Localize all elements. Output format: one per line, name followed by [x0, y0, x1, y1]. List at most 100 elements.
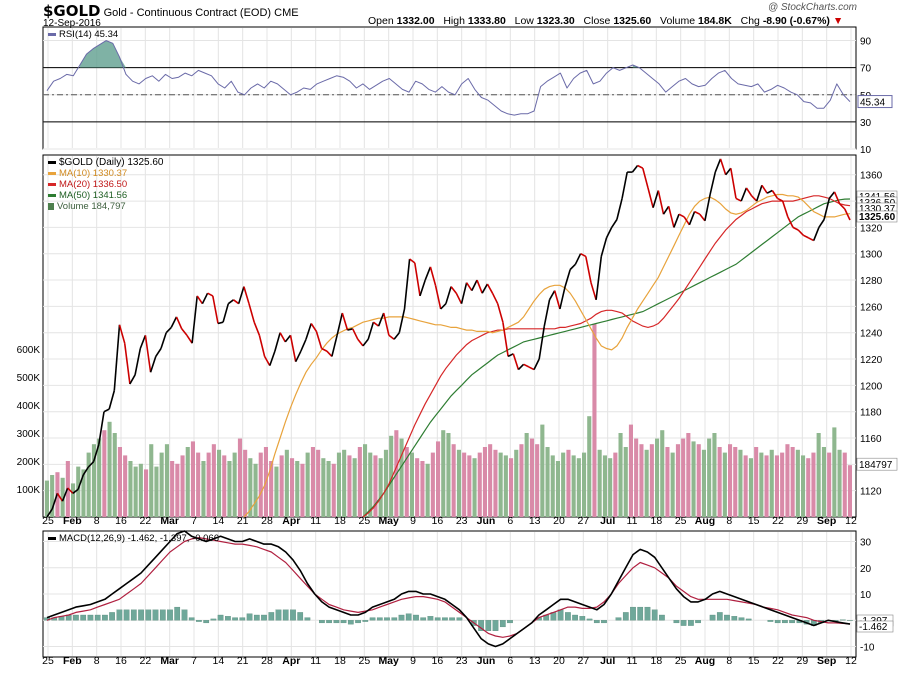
price-segment	[263, 356, 271, 366]
macd-histogram-bar	[413, 614, 419, 621]
x-axis-tick-label: 20	[553, 515, 565, 527]
price-segment	[585, 256, 592, 283]
x-axis-tick-label: 28	[261, 655, 273, 667]
price-segment	[123, 343, 131, 385]
volume-bar	[545, 447, 550, 517]
x-axis-tick-label: May	[378, 655, 399, 667]
price-segment	[160, 332, 167, 349]
x-axis-tick-label: 23	[456, 655, 468, 667]
volume-bar	[681, 438, 686, 517]
price-segment	[258, 335, 266, 357]
volume-bar	[326, 461, 331, 517]
volume-bar	[649, 444, 654, 517]
macd-histogram-bar	[630, 606, 636, 621]
volume-bar	[383, 449, 388, 517]
price-segment	[745, 187, 753, 197]
rsi-swatch-icon	[48, 32, 56, 36]
volume-bar	[686, 433, 691, 517]
volume-bar	[44, 480, 49, 517]
price-segment	[331, 335, 338, 357]
price-segment	[595, 256, 603, 300]
volume-bar	[91, 444, 96, 517]
x-axis-tick-label: Apr	[282, 515, 300, 527]
price-segment	[647, 187, 654, 208]
volume-bar	[827, 452, 832, 517]
price-segment	[201, 292, 209, 305]
volume-bar	[462, 452, 467, 517]
volume-bar	[571, 455, 576, 517]
price-segment	[512, 353, 520, 370]
x-axis-tick-label: 16	[115, 655, 127, 667]
x-axis-tick-label: 11	[627, 515, 638, 527]
volume-bar	[86, 452, 91, 517]
x-axis-tick-label: 29	[796, 515, 808, 527]
macd-histogram-bar	[716, 612, 723, 621]
price-segment	[440, 303, 447, 310]
macd-histogram-bar	[651, 609, 658, 621]
volume-bar	[164, 444, 169, 517]
x-axis-tick-label: 9	[410, 515, 416, 527]
volume-bar	[170, 461, 175, 517]
price-segment	[98, 411, 105, 445]
macd-histogram-bar	[724, 614, 730, 621]
volume-bar	[769, 449, 774, 517]
price-segment	[523, 363, 530, 368]
volume-bar	[816, 433, 821, 517]
volume-bar	[107, 421, 112, 517]
price-segment	[471, 279, 478, 291]
price-segment	[781, 200, 789, 218]
legend-ma10: MA(10) 1330.37	[59, 168, 128, 179]
volume-bar	[211, 444, 216, 517]
volume-y-tick-label: 500K	[17, 373, 41, 384]
price-segment	[367, 321, 375, 340]
volume-bar	[498, 452, 503, 517]
macd-histogram-bar	[333, 620, 340, 624]
volume-bar	[284, 449, 289, 517]
volume-bar	[274, 466, 279, 517]
volume-bar	[566, 449, 571, 517]
price-segment	[694, 210, 701, 215]
rsi-legend: RSI(14) 45.34	[48, 29, 118, 40]
macd-histogram-bar	[405, 613, 412, 621]
x-axis-tick-label: 25	[358, 515, 370, 527]
macd-histogram-bar	[391, 617, 398, 621]
price-segment	[269, 350, 276, 366]
macd-histogram-bar	[225, 616, 231, 621]
ma10-line	[243, 193, 851, 518]
down-arrow-icon: ▼	[832, 15, 844, 27]
volume-bar	[295, 461, 300, 517]
volume-bar	[300, 463, 305, 517]
x-axis-tick-label: 12	[845, 515, 857, 527]
price-segment	[434, 285, 442, 310]
volume-bar	[149, 444, 154, 517]
macd-histogram-bar	[246, 613, 253, 621]
volume-bar	[232, 452, 237, 517]
price-segment	[787, 216, 794, 228]
x-axis-tick-label: 15	[748, 515, 760, 527]
volume-bar	[71, 483, 76, 517]
volume-bar	[133, 466, 138, 517]
price-segment	[139, 335, 147, 349]
x-axis-tick-label: 8	[94, 655, 100, 667]
rsi-y-tick-label: 10	[860, 145, 872, 156]
macd-histogram-bar	[695, 620, 701, 624]
price-segment	[683, 216, 691, 226]
price-segment	[808, 237, 815, 242]
volume-last-tag: 184797	[859, 460, 893, 471]
volume-bar	[76, 466, 81, 517]
volume-bar	[592, 323, 597, 517]
legend-ma20: MA(20) 1336.50	[59, 179, 128, 190]
macd-histogram-bar	[420, 617, 427, 621]
price-segment	[637, 164, 644, 169]
x-axis-tick-label: 7	[191, 655, 197, 667]
price-segment	[605, 227, 613, 239]
x-axis-tick-label: 21	[237, 655, 249, 667]
macd-histogram-bar	[123, 609, 130, 621]
volume-bar	[243, 449, 248, 517]
price-segment	[341, 312, 349, 331]
volume-bar	[618, 433, 623, 517]
x-axis-tick-label: 28	[261, 515, 273, 527]
volume-bars-icon	[48, 202, 54, 210]
volume-bar	[404, 447, 409, 517]
macd-histogram-bar	[152, 609, 159, 621]
